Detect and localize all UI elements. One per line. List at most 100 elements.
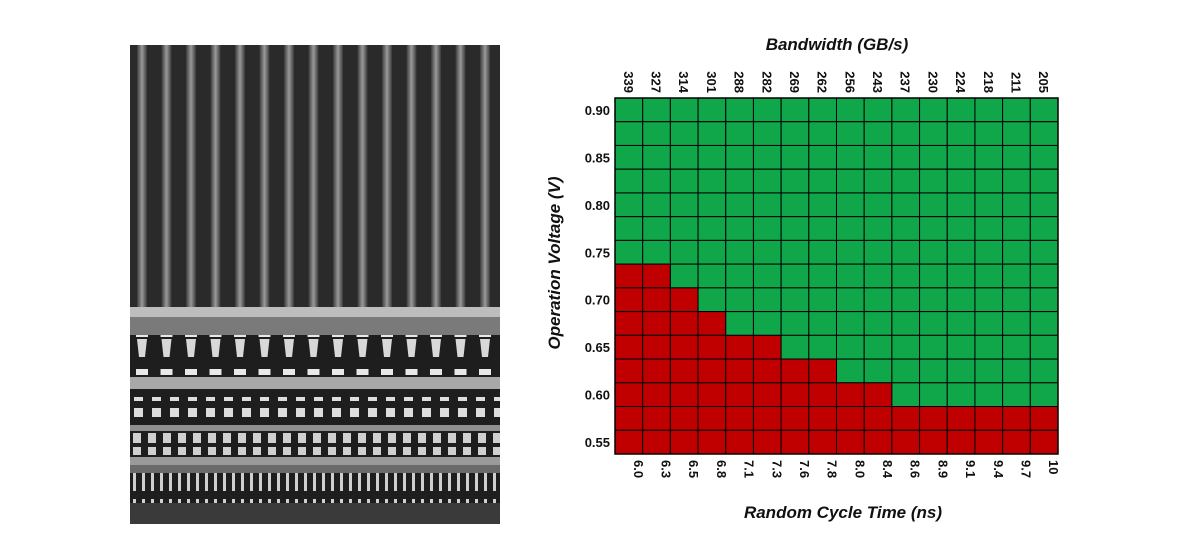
pass-cell [752,216,782,241]
fail-cell [1002,429,1031,455]
pass-cell [836,97,865,123]
pass-cell [725,263,754,289]
fail-cell [946,406,976,431]
fail-cell [614,382,644,408]
fail-cell [669,358,699,384]
pass-cell [808,192,837,218]
fail-cell [642,334,671,360]
pass-cell [863,144,893,170]
pass-cell [919,216,948,241]
fail-cell [863,406,893,431]
pass-cell [1002,216,1031,241]
pass-cell [752,263,782,289]
fail-cell [919,429,948,455]
fail-cell [697,382,727,408]
pass-cell [642,144,671,170]
pass-cell [614,192,644,218]
y-tick-label: 0.70 [585,293,610,308]
pass-cell [1029,239,1059,265]
fail-cell [725,358,754,384]
fail-cell [808,406,837,431]
pass-cell [1029,358,1059,384]
pass-cell [1002,382,1031,408]
fail-cell [1002,406,1031,431]
pass-cell [1002,263,1031,289]
pass-cell [669,263,699,289]
pass-cell [752,121,782,146]
pass-cell [946,121,976,146]
x2-tick-label: 301 [704,71,719,93]
pass-cell [946,358,976,384]
x2-tick-label: 314 [676,71,691,93]
pass-cell [863,311,893,336]
x-tick-label: 6.5 [686,460,701,478]
fail-cell [780,429,810,455]
x-tick-label: 7.1 [742,460,757,478]
fail-cell [863,382,893,408]
pass-cell [891,287,921,313]
pass-cell [863,287,893,313]
pass-cell [1002,121,1031,146]
x-tick-label: 8.0 [852,460,867,478]
pass-cell [1029,287,1059,313]
pass-cell [1002,97,1031,123]
pass-cell [808,239,837,265]
fail-cell [642,406,671,431]
pass-cell [863,358,893,384]
pass-cell [1002,239,1031,265]
pass-cell [752,144,782,170]
pass-cell [919,287,948,313]
fail-cell [752,406,782,431]
x-tick-label: 8.4 [880,460,895,479]
pass-cell [697,97,727,123]
pass-cell [1002,287,1031,313]
pass-cell [614,97,644,123]
fail-cell [1029,429,1059,455]
pass-cell [780,287,810,313]
pass-cell [836,334,865,360]
fail-cell [614,334,644,360]
pass-cell [974,216,1004,241]
pass-cell [780,334,810,360]
fail-cell [780,382,810,408]
pass-cell [752,311,782,336]
y-tick-label: 0.90 [585,103,610,118]
sram-cross-section-micrograph [130,45,500,524]
pass-cell [836,121,865,146]
pass-cell [919,144,948,170]
x-tick-label: 7.8 [825,460,840,478]
fail-cell [614,358,644,384]
pass-cell [946,382,976,408]
x-tick-label: 7.3 [769,460,784,478]
pass-cell [1029,334,1059,360]
fail-cell [697,406,727,431]
pass-cell [780,216,810,241]
pass-cell [891,311,921,336]
pass-cell [725,287,754,313]
pass-cell [725,239,754,265]
pass-cell [614,216,644,241]
pass-cell [946,168,976,194]
pass-cell [808,263,837,289]
pass-cell [669,97,699,123]
pass-cell [725,144,754,170]
pass-cell [697,263,727,289]
pass-cell [752,97,782,123]
fail-cell [974,406,1004,431]
x-tick-label: 7.6 [797,460,812,478]
fail-cell [836,382,865,408]
fail-cell [808,358,837,384]
x-axis-title: Random Cycle Time (ns) [744,503,942,522]
pass-cell [697,287,727,313]
pass-cell [1002,358,1031,384]
fail-cell [725,334,754,360]
x2-tick-label: 205 [1036,71,1051,93]
pass-cell [863,216,893,241]
fail-cell [974,429,1004,455]
pass-cell [1029,168,1059,194]
pass-cell [974,168,1004,194]
pass-cell [642,97,671,123]
x2-axis-title: Bandwidth (GB/s) [766,35,909,54]
fail-cell [669,334,699,360]
pass-cell [752,287,782,313]
